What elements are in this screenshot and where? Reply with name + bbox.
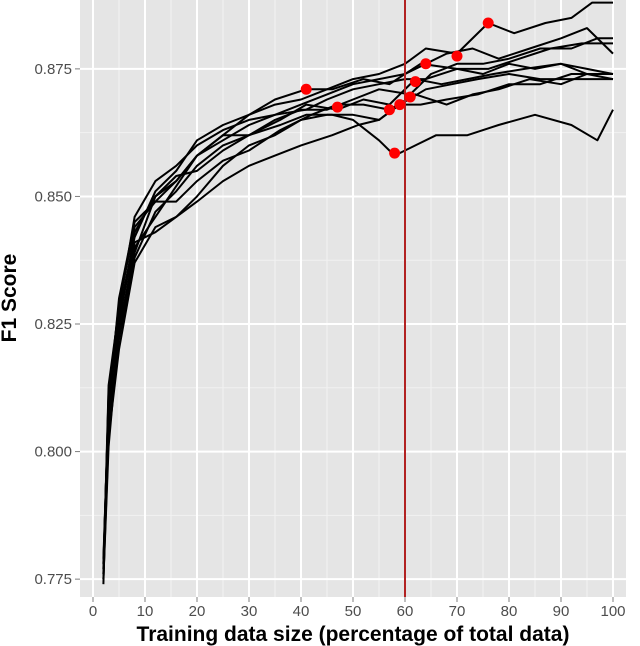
y-tick-label: 0.875: [34, 61, 72, 78]
y-axis-title: F1 Score: [0, 254, 21, 343]
marked-point: [300, 83, 312, 95]
series-line: [102, 73, 613, 580]
major-grid: [80, 0, 626, 597]
series-line: [102, 37, 613, 575]
marked-point: [389, 147, 401, 159]
marked-point: [420, 58, 432, 70]
marked-point: [409, 76, 421, 88]
x-tick-label: 20: [189, 603, 206, 620]
marked-point: [482, 17, 494, 29]
marked-point: [394, 99, 406, 111]
y-tick-label: 0.775: [34, 571, 72, 588]
x-tick-label: 40: [293, 603, 310, 620]
marked-points: [300, 17, 494, 159]
x-axis-title: Training data size (percentage of total …: [137, 623, 570, 646]
y-tick-label: 0.825: [34, 316, 72, 333]
x-tick-label: 90: [553, 603, 570, 620]
marked-point: [404, 91, 416, 103]
marked-point: [383, 104, 395, 116]
series-line: [102, 42, 613, 575]
marked-point: [331, 101, 343, 113]
x-tick-label: 60: [397, 603, 414, 620]
series-line: [102, 27, 614, 564]
x-tick-label: 50: [345, 603, 362, 620]
y-axis: 0.775 0.800 0.825 0.850 0.875: [34, 61, 80, 588]
x-tick-label: 80: [501, 603, 518, 620]
x-tick-label: 10: [137, 603, 154, 620]
x-tick-label: 30: [241, 603, 258, 620]
marked-point: [451, 50, 463, 62]
x-tick-label: 70: [449, 603, 466, 620]
series-lines: [102, 1, 614, 585]
x-tick-label: 100: [600, 603, 625, 620]
series-line: [102, 73, 613, 564]
y-tick-label: 0.800: [34, 444, 72, 461]
x-axis: 0 10 20 30 40 50 60 70 80 90 100: [89, 597, 626, 620]
y-tick-label: 0.850: [34, 188, 72, 205]
series-line: [102, 62, 614, 580]
x-tick-label: 0: [89, 603, 97, 620]
